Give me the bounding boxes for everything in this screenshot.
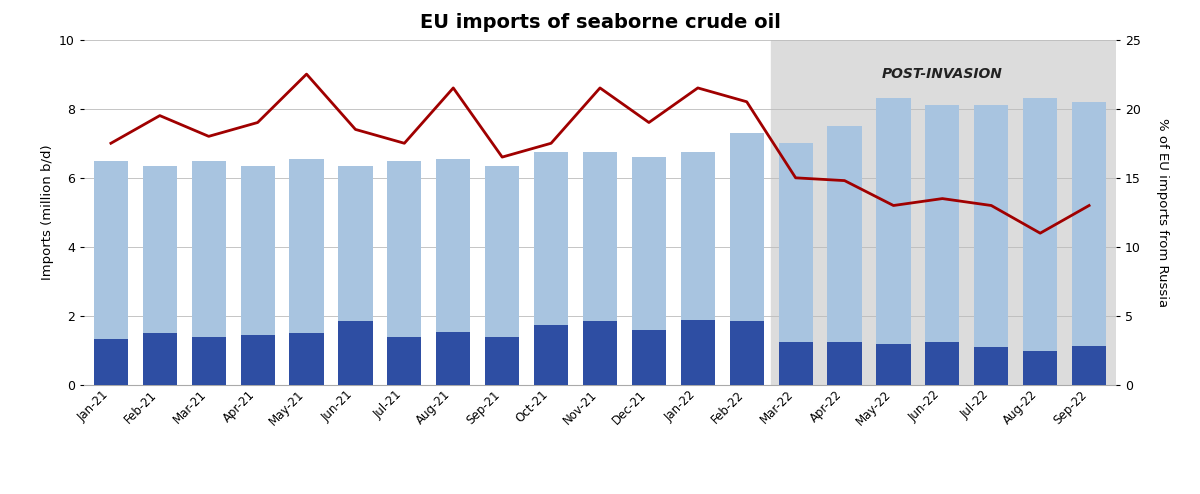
Bar <box>192 337 226 385</box>
Bar <box>94 339 128 385</box>
% of EU crude oil imports from Russia <box>251 120 265 125</box>
Line: % of EU crude oil imports from Russia: % of EU crude oil imports from Russia <box>110 74 1090 233</box>
Bar <box>680 152 715 320</box>
Bar <box>631 330 666 385</box>
Title: EU imports of seaborne crude oil: EU imports of seaborne crude oil <box>420 13 780 33</box>
Text: POST-INVASION: POST-INVASION <box>882 67 1003 81</box>
Bar <box>1072 346 1106 385</box>
Bar <box>925 342 960 385</box>
% of EU crude oil imports from Russia <box>935 196 949 202</box>
Bar <box>388 161 421 337</box>
Bar <box>192 161 226 337</box>
Y-axis label: Imports (million b/d): Imports (million b/d) <box>41 145 54 280</box>
% of EU crude oil imports from Russia <box>202 133 216 139</box>
% of EU crude oil imports from Russia <box>739 99 754 105</box>
Bar <box>583 152 617 322</box>
Bar <box>388 337 421 385</box>
Bar <box>534 152 569 325</box>
Bar <box>289 159 324 333</box>
% of EU crude oil imports from Russia <box>103 140 118 146</box>
Bar <box>779 143 812 342</box>
% of EU crude oil imports from Russia <box>152 113 167 119</box>
Bar <box>680 320 715 385</box>
Bar <box>436 159 470 332</box>
Bar <box>772 40 1118 385</box>
Bar <box>631 157 666 330</box>
Bar <box>828 126 862 342</box>
Bar <box>974 105 1008 347</box>
Bar <box>289 333 324 385</box>
Y-axis label: % of EU imports from Russia: % of EU imports from Russia <box>1156 118 1169 307</box>
Bar <box>436 332 470 385</box>
Bar <box>94 161 128 339</box>
Bar <box>828 342 862 385</box>
% of EU crude oil imports from Russia <box>788 175 803 181</box>
Bar <box>143 166 176 333</box>
Bar <box>974 347 1008 385</box>
Bar <box>240 166 275 335</box>
Bar <box>876 98 911 344</box>
% of EU crude oil imports from Russia <box>397 140 412 146</box>
Bar <box>338 166 372 322</box>
Bar <box>485 337 520 385</box>
Bar <box>534 325 569 385</box>
Bar <box>1072 102 1106 346</box>
% of EU crude oil imports from Russia <box>494 154 509 160</box>
% of EU crude oil imports from Russia <box>446 85 461 91</box>
Bar <box>779 342 812 385</box>
Bar <box>583 322 617 385</box>
Bar <box>485 166 520 337</box>
% of EU crude oil imports from Russia <box>691 85 706 91</box>
% of EU crude oil imports from Russia <box>984 203 998 208</box>
Bar <box>143 333 176 385</box>
% of EU crude oil imports from Russia <box>838 178 852 184</box>
Bar <box>338 322 372 385</box>
Bar <box>876 344 911 385</box>
Bar <box>925 105 960 342</box>
% of EU crude oil imports from Russia <box>348 126 362 132</box>
Bar <box>1024 351 1057 385</box>
Bar <box>240 335 275 385</box>
Bar <box>730 133 764 322</box>
% of EU crude oil imports from Russia <box>593 85 607 91</box>
Bar <box>730 322 764 385</box>
% of EU crude oil imports from Russia <box>642 120 656 125</box>
% of EU crude oil imports from Russia <box>299 71 313 77</box>
% of EU crude oil imports from Russia <box>544 140 558 146</box>
% of EU crude oil imports from Russia <box>1082 203 1097 208</box>
% of EU crude oil imports from Russia <box>1033 230 1048 236</box>
Bar <box>1024 98 1057 351</box>
% of EU crude oil imports from Russia <box>887 203 901 208</box>
